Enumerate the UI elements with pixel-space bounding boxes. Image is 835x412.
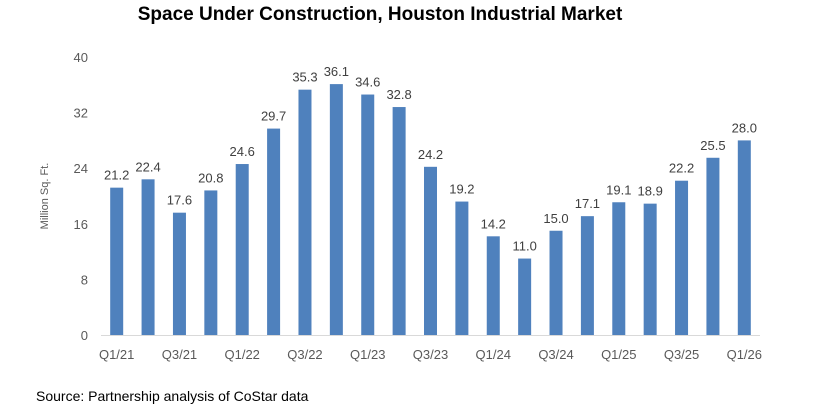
bar-Q2-25 xyxy=(643,203,657,335)
x-tick-label: Q1/22 xyxy=(225,347,260,362)
x-tick-label: Q3/23 xyxy=(413,347,448,362)
data-label: 25.5 xyxy=(700,138,725,153)
data-label: 34.6 xyxy=(355,75,380,90)
bar-Q3-25 xyxy=(675,180,689,335)
bar-Q2-21 xyxy=(141,179,155,335)
y-tick-label: 8 xyxy=(81,272,88,287)
data-label: 24.6 xyxy=(230,144,255,159)
x-tick-label: Q1/21 xyxy=(99,347,134,362)
x-tick-label: Q3/24 xyxy=(538,347,573,362)
data-label: 21.2 xyxy=(104,168,129,183)
data-label: 17.6 xyxy=(167,193,192,208)
bar-Q4-23 xyxy=(455,201,469,335)
y-axis-label: Million Sq. Ft. xyxy=(39,163,51,230)
data-label: 18.9 xyxy=(638,184,663,199)
data-label: 28.0 xyxy=(732,120,757,135)
bar-Q4-24 xyxy=(580,216,594,335)
bar-Q3-23 xyxy=(424,166,437,335)
x-tick-label: Q1/26 xyxy=(727,347,762,362)
data-label: 22.4 xyxy=(135,159,160,174)
bar-Q3-24 xyxy=(549,230,563,335)
y-tick-label: 40 xyxy=(74,50,88,65)
y-tick-label: 0 xyxy=(81,328,88,343)
data-label: 11.0 xyxy=(512,239,536,254)
x-tick-label: Q3/21 xyxy=(162,347,197,362)
source-note: Source: Partnership analysis of CoStar d… xyxy=(36,388,309,404)
bar-Q3-22 xyxy=(298,89,312,335)
bar-Q4-22 xyxy=(329,84,343,335)
x-tick-label: Q3/25 xyxy=(664,347,699,362)
x-tick-label: Q1/24 xyxy=(476,347,511,362)
data-label: 20.8 xyxy=(198,170,223,185)
data-label: 17.1 xyxy=(575,196,600,211)
bar-Q1-22 xyxy=(235,164,249,335)
bar-Q1-23 xyxy=(361,94,375,335)
data-label: 15.0 xyxy=(543,211,568,226)
data-label: 29.7 xyxy=(261,109,286,124)
y-tick-label: 16 xyxy=(74,217,88,232)
chart-title: Space Under Construction, Houston Indust… xyxy=(137,4,623,25)
x-tick-label: Q1/25 xyxy=(601,347,636,362)
data-label: 32.8 xyxy=(386,87,411,102)
x-tick-label: Q3/22 xyxy=(287,347,322,362)
bar-Q4-21 xyxy=(204,190,218,335)
bar-Q1-26 xyxy=(737,140,751,335)
bar-Q2-24 xyxy=(518,258,532,335)
bar-Q1-21 xyxy=(110,187,124,335)
y-tick-label: 24 xyxy=(74,161,88,176)
data-label: 36.1 xyxy=(324,64,349,79)
bar-Q2-22 xyxy=(267,128,281,335)
x-tick-label: Q1/23 xyxy=(350,347,385,362)
bar-Q4-25 xyxy=(706,157,720,335)
bar-Q2-23 xyxy=(392,107,406,335)
data-label: 14.2 xyxy=(481,216,506,231)
data-label: 19.2 xyxy=(449,182,474,197)
bar-Q3-21 xyxy=(172,212,186,335)
data-label: 19.1 xyxy=(606,182,631,197)
data-label: 35.3 xyxy=(292,70,317,85)
y-tick-label: 32 xyxy=(74,106,88,121)
data-label: 24.2 xyxy=(418,147,443,162)
bar-Q1-24 xyxy=(486,236,500,335)
data-label: 22.2 xyxy=(669,161,694,176)
bar-Q1-25 xyxy=(612,202,626,335)
